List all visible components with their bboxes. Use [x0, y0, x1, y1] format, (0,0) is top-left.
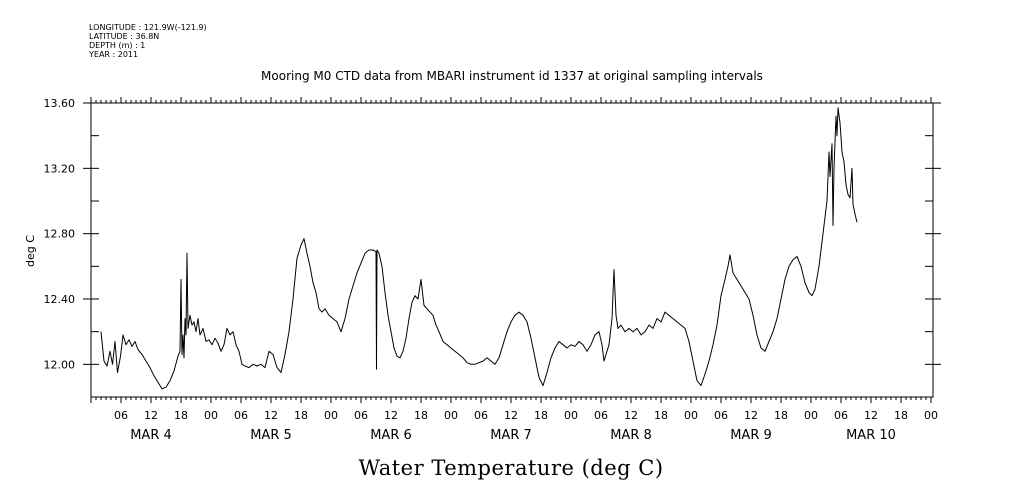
x-tick-label: 06: [114, 409, 128, 422]
meta-depth: DEPTH (m) : 1: [89, 41, 145, 50]
x-tick-label: 00: [204, 409, 218, 422]
x-tick-label: 06: [714, 409, 728, 422]
day-label: MAR 7: [490, 428, 532, 443]
axes: 12.00 12.40 12.80 13.20 13.60 06 12 18 00 06 12 18 0…: [44, 97, 941, 443]
meta-year: YEAR : 2011: [88, 50, 138, 59]
y-axis-label: deg C: [24, 235, 37, 267]
y-tick-label: 13.60: [44, 97, 76, 110]
y-tick-label: 13.20: [44, 162, 76, 175]
x-tick-label: 00: [324, 409, 338, 422]
day-label: MAR 4: [130, 428, 172, 443]
x-tick-label: 00: [684, 409, 698, 422]
x-tick-label: 06: [354, 409, 368, 422]
x-tick-label: 12: [744, 409, 758, 422]
x-tick-label: 00: [924, 409, 938, 422]
x-tick-label: 12: [864, 409, 878, 422]
x-tick-label: 18: [294, 409, 308, 422]
day-label: MAR 8: [610, 428, 652, 443]
x-tick-label: 18: [414, 409, 428, 422]
x-tick-label: 00: [564, 409, 578, 422]
metadata-block: LONGITUDE : 121.9W(-121.9) LATITUDE : 36…: [88, 23, 207, 59]
series-line-water-temperature: [100, 107, 858, 390]
series-group: [100, 107, 858, 390]
day-label: MAR 9: [730, 428, 772, 443]
day-label: MAR 6: [370, 428, 412, 443]
meta-latitude: LATITUDE : 36.8N: [89, 32, 159, 41]
x-tick-label: 18: [534, 409, 548, 422]
x-tick-label: 12: [144, 409, 158, 422]
x-tick-label: 18: [174, 409, 188, 422]
x-tick-label: 12: [624, 409, 638, 422]
x-tick-label: 18: [774, 409, 788, 422]
day-label: MAR 10: [846, 428, 896, 443]
y-tick-label: 12.80: [44, 228, 76, 241]
plot-frame: [90, 102, 934, 398]
y-tick-label: 12.00: [44, 358, 76, 371]
x-tick-label: 18: [654, 409, 668, 422]
x-tick-label: 00: [804, 409, 818, 422]
x-tick-label: 12: [504, 409, 518, 422]
chart-title: Mooring M0 CTD data from MBARI instrumen…: [261, 69, 763, 83]
day-label: MAR 5: [250, 428, 292, 443]
meta-longitude: LONGITUDE : 121.9W(-121.9): [89, 23, 207, 32]
x-tick-label: 06: [834, 409, 848, 422]
x-tick-label: 06: [474, 409, 488, 422]
x-tick-label: 06: [594, 409, 608, 422]
x-tick-label: 18: [894, 409, 908, 422]
x-axis-label: Water Temperature (deg C): [358, 456, 663, 480]
y-tick-label: 12.40: [44, 293, 76, 306]
x-tick-label: 12: [384, 409, 398, 422]
x-tick-label: 12: [264, 409, 278, 422]
x-tick-label: 06: [234, 409, 248, 422]
x-tick-label: 00: [444, 409, 458, 422]
